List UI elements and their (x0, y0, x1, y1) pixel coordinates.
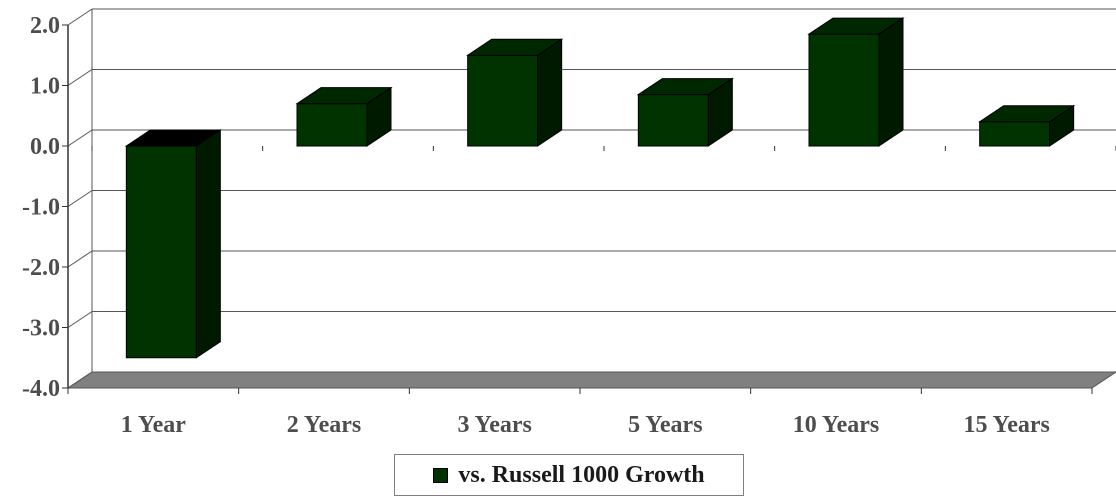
x-tick-labels: 1 Year 2 Years 3 Years 5 Years 10 Years 15 Ye… (121, 412, 1050, 438)
y-tick-label: -4.0 (22, 376, 60, 402)
bar (124, 129, 222, 359)
gridline-wall (67, 69, 93, 86)
y-tick-label: -3.0 (22, 316, 60, 342)
bar-top (978, 105, 1076, 123)
bar-top (807, 17, 905, 35)
axes (62, 24, 1116, 394)
bar-top (466, 38, 564, 56)
bar-top (636, 78, 734, 96)
bar (978, 104, 1076, 147)
legend: vs. Russell 1000 Growth (394, 454, 744, 496)
bar (807, 17, 905, 147)
x-tick-label: 3 Years (457, 412, 531, 438)
chart-floor (66, 371, 1116, 389)
bar (295, 86, 393, 147)
bar-side (195, 129, 221, 359)
x-tick-label: 15 Years (963, 412, 1049, 438)
bar-front (979, 121, 1051, 147)
gridline-wall (67, 371, 93, 389)
legend-label: vs. Russell 1000 Growth (458, 461, 705, 488)
y-tick-label: -2.0 (22, 255, 60, 281)
bar-side (878, 17, 904, 147)
bar-top (295, 87, 393, 105)
gridline-wall (67, 8, 93, 26)
bar-front (637, 94, 709, 147)
bar (466, 38, 564, 147)
gridline-wall (67, 250, 93, 268)
y-tick-label: 0.0 (30, 134, 60, 160)
gridline-wall (67, 311, 93, 328)
floor-plane (66, 371, 1116, 389)
x-tick-label: 1 Year (121, 412, 186, 438)
gridlines (67, 8, 1116, 389)
bar-side (537, 38, 563, 147)
x-tick-label: 2 Years (287, 412, 361, 438)
bar-front (467, 54, 539, 147)
x-tick-label: 5 Years (628, 412, 702, 438)
x-tick-label: 10 Years (793, 412, 879, 438)
bar-front (125, 145, 197, 359)
bar-front (808, 33, 880, 147)
legend-swatch (433, 467, 449, 483)
bars (124, 17, 1076, 359)
bar (636, 77, 734, 147)
y-tick-label: 1.0 (30, 74, 60, 100)
y-tick-label: -1.0 (22, 195, 60, 221)
bar-front (296, 103, 368, 147)
y-tick-label: 2.0 (30, 13, 60, 39)
bar-top (124, 129, 222, 147)
gridline-wall (67, 129, 93, 147)
y-tick-labels: 2.0 1.0 0.0 -1.0 -2.0 -3.0 -4.0 (22, 13, 60, 402)
gridline-wall (67, 190, 93, 207)
